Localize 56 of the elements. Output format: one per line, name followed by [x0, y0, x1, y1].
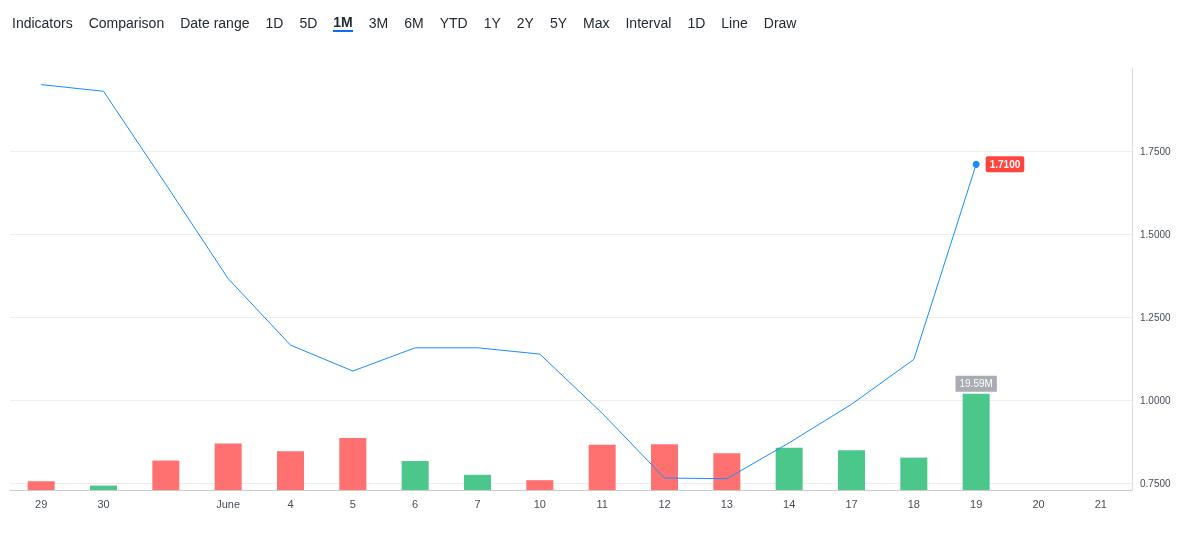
bar — [90, 485, 117, 490]
text: Interval — [625, 15, 672, 31]
x-tick-label: 4 — [287, 497, 294, 510]
text: 5D — [299, 15, 318, 31]
bar — [651, 444, 678, 490]
text: 2Y — [516, 15, 534, 31]
text: Indicators — [12, 15, 73, 31]
x-tick-label: 5 — [349, 497, 356, 510]
x-tick-label: 11 — [596, 497, 608, 510]
text: Max — [583, 15, 610, 31]
data-label: 1.7100 — [989, 158, 1021, 170]
x-tick-label: 29 — [35, 497, 48, 510]
x-tick-label: 18 — [907, 497, 920, 510]
x-tick-label: 21 — [1094, 497, 1107, 510]
x-tick-label: 12 — [658, 497, 671, 510]
bar — [152, 460, 180, 490]
x-tick-label: 6 — [412, 497, 419, 510]
x-tick-label: 7 — [474, 497, 481, 510]
text: 3M — [368, 15, 389, 31]
text: Comparison — [88, 15, 165, 31]
x-tick-label: 14 — [783, 497, 796, 510]
x-tick-label: 10 — [533, 497, 546, 510]
x-tick-label: 17 — [845, 497, 858, 510]
text: Date range — [180, 15, 250, 31]
y-tick-label: 1.2500 — [1140, 311, 1172, 323]
text: Line — [721, 15, 748, 31]
data-label: 19.59M — [959, 378, 993, 390]
x-tick-label: 13 — [720, 497, 733, 510]
text: YTD — [439, 15, 468, 31]
text: 1M — [333, 14, 353, 32]
x-tick-label: 19 — [970, 497, 983, 510]
y-tick-label: 1.0000 — [1140, 394, 1172, 406]
bar — [27, 481, 55, 490]
text: 1D — [687, 15, 706, 31]
bar — [713, 453, 741, 490]
bar — [775, 447, 803, 490]
bar — [900, 457, 928, 490]
bar — [339, 437, 367, 490]
text: Draw — [763, 15, 797, 31]
text: 5Y — [549, 15, 568, 31]
bar — [464, 474, 491, 490]
x-tick-label: 20 — [1032, 497, 1045, 510]
text: 1Y — [483, 15, 501, 31]
y-tick-label: 0.7500 — [1140, 477, 1172, 489]
bar — [838, 450, 865, 490]
y-tick-label: 1.5000 — [1140, 228, 1172, 240]
x-tick-label: 30 — [97, 497, 110, 510]
text: 6M — [404, 15, 424, 31]
y-tick-label: 1.7500 — [1140, 145, 1172, 157]
bar — [588, 444, 616, 490]
bar — [526, 480, 554, 490]
bar — [277, 451, 304, 490]
bar — [214, 443, 242, 490]
x-tick-label: June — [216, 497, 241, 510]
text: 1D — [265, 15, 284, 31]
bar — [401, 461, 429, 490]
